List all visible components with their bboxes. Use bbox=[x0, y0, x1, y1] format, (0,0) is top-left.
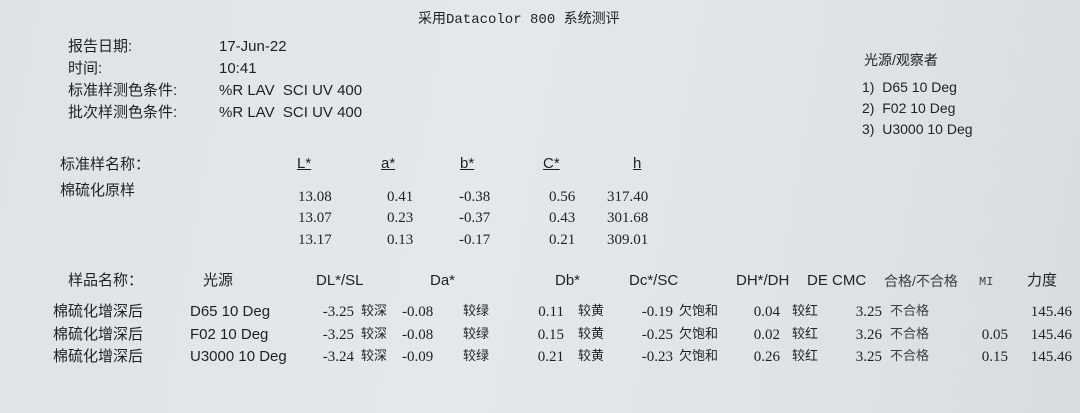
time-label: 时间: bbox=[68, 60, 103, 77]
pass-fail: 不合格 bbox=[890, 348, 930, 363]
dl-value: -3.25 bbox=[322, 327, 354, 343]
cell: -0.37 bbox=[459, 210, 491, 226]
header-sample-name: 样品名称： bbox=[68, 272, 144, 289]
dh-value: 0.26 bbox=[753, 349, 780, 365]
dl-value: -3.25 bbox=[322, 304, 354, 320]
de-value: 3.25 bbox=[855, 304, 882, 320]
cell: -0.17 bbox=[459, 232, 491, 248]
cell: 309.01 bbox=[607, 232, 649, 248]
illuminant-item: 2) F02 10 Deg bbox=[862, 100, 956, 116]
header-mi: MI bbox=[979, 275, 994, 289]
illuminant: U3000 10 Deg bbox=[190, 348, 287, 365]
db-desc: 较黄 bbox=[578, 303, 605, 318]
de-value: 3.26 bbox=[855, 327, 882, 343]
illuminant: D65 10 Deg bbox=[190, 303, 271, 320]
header-de: DE CMC bbox=[807, 272, 867, 289]
dl-desc: 较深 bbox=[361, 348, 388, 363]
header-a: a* bbox=[381, 155, 396, 172]
sample-name: 棉硫化增深后 bbox=[53, 326, 144, 343]
header-dh: DH*/DH bbox=[736, 272, 790, 289]
cell: 0.41 bbox=[387, 189, 414, 205]
illuminant-item: 1) D65 10 Deg bbox=[862, 79, 957, 95]
db-value: 0.11 bbox=[538, 304, 564, 320]
illuminant-list-label: 光源/观察者 bbox=[864, 52, 938, 68]
pass-fail: 不合格 bbox=[890, 326, 930, 341]
dc-value: -0.19 bbox=[641, 304, 673, 320]
std-condition-label: 标准样测色条件: bbox=[68, 82, 178, 99]
cell: 0.43 bbox=[549, 210, 576, 226]
dh-desc: 较红 bbox=[792, 326, 819, 341]
std-condition: %R LAV SCI UV 400 bbox=[219, 82, 363, 99]
cell: 317.40 bbox=[607, 189, 649, 205]
mi-value: 0.05 bbox=[981, 327, 1008, 343]
cell: 0.56 bbox=[549, 189, 576, 205]
sample-name: 棉硫化增深后 bbox=[53, 303, 144, 320]
report-title: 采用Datacolor 800 系统测评 bbox=[418, 12, 620, 28]
db-value: 0.21 bbox=[537, 349, 564, 365]
dh-value: 0.04 bbox=[753, 304, 780, 320]
standard-name-label: 标准样名称： bbox=[60, 156, 151, 173]
strength-value: 145.46 bbox=[1030, 327, 1072, 343]
dh-value: 0.02 bbox=[753, 327, 780, 343]
da-value: -0.08 bbox=[402, 304, 434, 320]
header-C: C* bbox=[543, 155, 560, 172]
dh-desc: 较红 bbox=[792, 303, 819, 318]
da-desc: 较绿 bbox=[463, 348, 490, 363]
dl-value: -3.24 bbox=[322, 349, 354, 365]
dh-desc: 较红 bbox=[792, 348, 819, 363]
da-value: -0.09 bbox=[402, 349, 434, 365]
header-strength: 力度 bbox=[1027, 272, 1058, 289]
strength-value: 145.46 bbox=[1030, 304, 1072, 320]
pass-fail: 不合格 bbox=[890, 303, 930, 318]
header-dc: Dc*/SC bbox=[629, 272, 679, 289]
header-L: L* bbox=[297, 155, 312, 172]
cell: 13.08 bbox=[298, 189, 332, 205]
sample-name: 棉硫化增深后 bbox=[53, 348, 144, 365]
header-dl: DL*/SL bbox=[316, 272, 364, 289]
cell: -0.38 bbox=[459, 189, 491, 205]
db-desc: 较黄 bbox=[578, 326, 605, 341]
standard-name: 棉硫化原样 bbox=[60, 182, 136, 199]
cell: 0.23 bbox=[387, 210, 414, 226]
da-desc: 较绿 bbox=[463, 326, 490, 341]
de-value: 3.25 bbox=[855, 349, 882, 365]
dc-value: -0.25 bbox=[641, 327, 673, 343]
dl-desc: 较深 bbox=[361, 303, 388, 318]
cell: 0.13 bbox=[387, 232, 414, 248]
report-date-label: 报告日期: bbox=[68, 38, 133, 55]
dc-value: -0.23 bbox=[641, 349, 673, 365]
illuminant: F02 10 Deg bbox=[190, 326, 269, 343]
dc-desc: 欠饱和 bbox=[679, 348, 719, 363]
strength-value: 145.46 bbox=[1030, 349, 1072, 365]
time-value: 10:41 bbox=[219, 60, 257, 77]
dl-desc: 较深 bbox=[361, 326, 388, 341]
header-b: b* bbox=[460, 155, 475, 172]
illuminant-item: 3) U3000 10 Deg bbox=[862, 121, 973, 137]
da-value: -0.08 bbox=[402, 327, 434, 343]
db-value: 0.15 bbox=[537, 327, 564, 343]
header-pass-fail: 合格/不合格 bbox=[884, 273, 958, 289]
report-date: 17-Jun-22 bbox=[219, 38, 287, 55]
da-desc: 较绿 bbox=[463, 303, 490, 318]
cell: 13.07 bbox=[298, 210, 332, 226]
cell: 301.68 bbox=[607, 210, 649, 226]
db-desc: 较黄 bbox=[578, 348, 605, 363]
cell: 0.21 bbox=[549, 232, 576, 248]
dc-desc: 欠饱和 bbox=[679, 303, 719, 318]
mi-value: 0.15 bbox=[981, 349, 1008, 365]
header-db: Db* bbox=[555, 272, 581, 289]
dc-desc: 欠饱和 bbox=[679, 326, 719, 341]
batch-condition-label: 批次样测色条件: bbox=[68, 104, 178, 121]
cell: 13.17 bbox=[298, 232, 332, 248]
header-illuminant: 光源 bbox=[203, 272, 234, 289]
header-h: h bbox=[633, 155, 642, 172]
batch-condition: %R LAV SCI UV 400 bbox=[219, 104, 363, 121]
header-da: Da* bbox=[430, 272, 456, 289]
